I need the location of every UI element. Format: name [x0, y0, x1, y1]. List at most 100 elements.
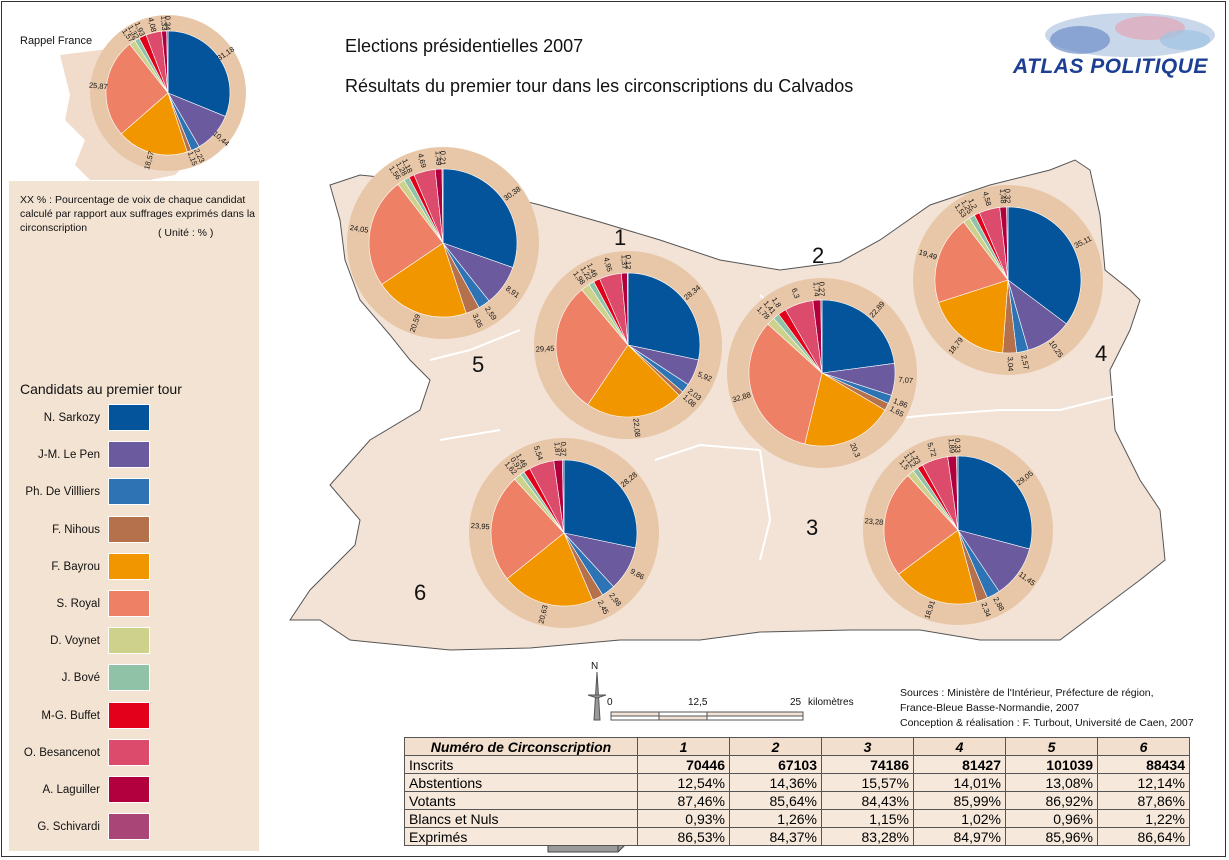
scale-unit: kilomètres [808, 697, 854, 708]
candidate-name: A. Laguiller [42, 784, 100, 796]
pie-slice [506, 532, 594, 607]
pie-slice [563, 459, 638, 549]
pie-chart: 22,897,071,861,6520,332,881,781,411,86,3… [727, 278, 917, 468]
candidate-name: J-M. Le Pen [38, 449, 100, 462]
table-header-cell: 3 [821, 737, 914, 756]
legend-note: XX % : Pourcentage de voix de chaque can… [20, 194, 256, 234]
pie-slice [381, 242, 467, 318]
candidate-swatch [108, 813, 150, 841]
candidate-name: G. Schivardi [37, 821, 100, 834]
source-line: France-Bleue Basse-Normandie, 2007 [900, 702, 1080, 714]
pie-data-label: 4,08 [146, 17, 158, 33]
pie-slice [561, 459, 565, 534]
scale-label-mid: 12,5 [688, 697, 708, 708]
scale-bar [610, 711, 804, 721]
table-cell: 14,01% [913, 773, 1006, 792]
pie-data-label: 3,04 [1006, 357, 1015, 372]
pie-data-label: 0,21 [438, 151, 447, 166]
table-header-cell: 2 [729, 737, 822, 756]
page-title: Elections présidentielles 2007 [345, 36, 584, 56]
pie-data-label: 0,37 [559, 442, 568, 457]
pie-slice [555, 289, 629, 406]
table-cell: 0,93% [637, 809, 730, 828]
table-cell: 14,36% [729, 773, 822, 792]
table-row: Exprimés 86,53% 84,37% 83,28% 84,97% 85,96% 86… [404, 827, 1190, 846]
table-row: Votants 87,46% 85,64% 84,43% 85,99% 86,92% 87,… [404, 791, 1190, 810]
pie-slice [1007, 206, 1082, 325]
pie-data-label: 2,57 [1019, 354, 1031, 370]
logo-text: ATLAS POLITIQUE [1013, 55, 1208, 78]
table-header-row: Numéro de Circonscription 1 2 3 4 5 6 [404, 737, 1190, 756]
pie-slice [957, 455, 1033, 550]
pie-data-label: 4,69 [416, 152, 428, 168]
table-cell: 12,14% [1097, 773, 1190, 792]
candidate-swatch [108, 627, 150, 655]
candidate-name: D. Voynet [50, 635, 100, 648]
table-cell: 67103 [729, 755, 822, 774]
table-row: Abstentions 12,54% 14,36% 15,57% 14,01% 13,08… [404, 773, 1190, 792]
legend-row: S. Royal [9, 590, 259, 620]
pie-slice [1006, 206, 1009, 281]
table-cell: 70446 [637, 755, 730, 774]
legend-row: A. Laguiller [9, 776, 259, 806]
table-cell: 86,53% [637, 827, 730, 846]
candidate-swatch [108, 515, 150, 543]
table-row-label: Exprimés [404, 827, 638, 846]
pie-slice [748, 323, 823, 445]
candidate-swatch [108, 441, 150, 469]
table-cell: 85,99% [913, 791, 1006, 810]
pie-data-label: 2,34 [980, 601, 993, 618]
pie-data-label: 23,28 [864, 516, 884, 527]
pie-data-label: 0,12 [624, 255, 633, 270]
table-row-label: Blancs et Nuls [404, 809, 638, 828]
pie-data-label: 1,74 [812, 282, 822, 297]
source-line: Sources : Ministère de l'Intérieur, Préf… [900, 687, 1154, 699]
pie-slice [442, 168, 518, 268]
table-cell: 101039 [1005, 755, 1098, 774]
table-cell: 1,26% [729, 809, 822, 828]
table-cell: 74186 [821, 755, 914, 774]
pie-data-label: 24,05 [349, 223, 369, 235]
table-cell: 1,02% [913, 809, 1006, 828]
pie-data-label: 4,95 [602, 256, 614, 272]
candidate-name: M-G. Buffet [41, 709, 100, 722]
pie-data-label: 29,45 [535, 344, 554, 354]
table-header-cell: 5 [1005, 737, 1098, 756]
table-cell: 1,22% [1097, 809, 1190, 828]
circonscription-number: 1 [614, 225, 627, 250]
candidate-swatch [108, 478, 150, 506]
legend-row: F. Bayrou [9, 552, 259, 583]
table-cell: 83,28% [821, 827, 914, 846]
table-header-cell: 4 [913, 737, 1006, 756]
table-cell: 85,64% [729, 791, 822, 810]
pie-slice [821, 299, 895, 374]
pie-data-label: 0,27 [817, 282, 826, 297]
pie-slice [934, 221, 1009, 303]
table-body: Inscrits 70446 67103 74186 81427 101039 88434 A… [404, 755, 1190, 846]
table-cell: 81427 [913, 755, 1006, 774]
legend-row: G. Schivardi [9, 813, 259, 843]
scale-label-0: 0 [607, 697, 613, 708]
pie-slice [804, 372, 886, 447]
table-row: Blancs et Nuls 0,93% 1,26% 1,15% 1,02% 0,96% 1… [404, 809, 1190, 828]
candidate-name: S. Royal [56, 598, 100, 610]
pie-data-label: 22,08 [631, 418, 642, 438]
pie-slice [898, 529, 978, 605]
pie-data-label: 7,07 [898, 375, 913, 385]
table-row-label: Inscrits [404, 755, 638, 774]
table-cell: 86,92% [1005, 791, 1098, 810]
table-header-cell: 1 [637, 737, 730, 756]
table-cell: 0,96% [1005, 809, 1098, 828]
table-cell: 15,57% [821, 773, 914, 792]
table-header-cell: Numéro de Circonscription [404, 737, 638, 756]
north-arrow [587, 671, 607, 721]
candidate-swatch [108, 590, 150, 617]
circonscription-number: 2 [812, 243, 825, 268]
pie-data-label: 20,63 [536, 604, 549, 624]
candidate-name: J. Bové [61, 672, 100, 685]
circonscription-number: 5 [472, 352, 485, 377]
legend-row: F. Nihous [9, 515, 259, 546]
legend-title: Candidats au premier tour [20, 381, 182, 397]
